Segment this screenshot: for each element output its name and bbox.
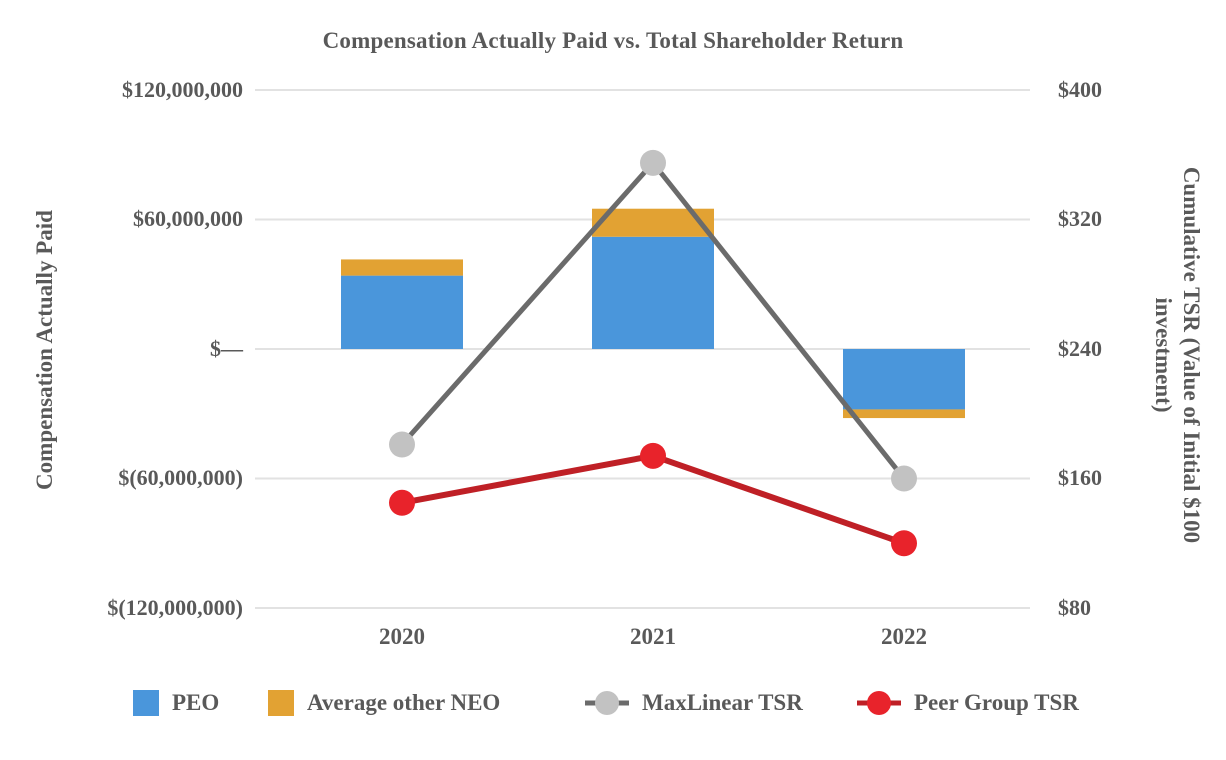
legend-label-peo: PEO <box>172 690 220 715</box>
bar-peo-2020 <box>341 275 463 349</box>
chart-title: Compensation Actually Paid vs. Total Sha… <box>322 28 904 53</box>
left-tick-zero: $— <box>210 336 243 361</box>
left-tick-60m: $60,000,000 <box>133 206 243 231</box>
marker-maxlinear-tsr-2020 <box>389 431 415 458</box>
legend-item-avg-other-neo: Average other NEO <box>268 686 500 720</box>
avg-other-neo-swatch <box>268 690 294 716</box>
marker-maxlinear-tsr-2021 <box>640 149 666 176</box>
maxlinear-tsr-swatch <box>585 691 629 715</box>
line-peer-group-tsr <box>401 452 905 547</box>
bar-peo-2021 <box>592 236 714 349</box>
right-tick-240: $240 <box>1058 336 1102 361</box>
legend-item-maxlinear-tsr: MaxLinear TSR <box>585 686 803 720</box>
legend-label-maxlinear-tsr: MaxLinear TSR <box>642 690 803 715</box>
right-tick-400: $400 <box>1058 77 1102 102</box>
left-tick-120m: $120,000,000 <box>122 77 243 102</box>
bar-peo-2022 <box>843 349 965 410</box>
x-label-2021: 2021 <box>630 624 676 649</box>
peo-swatch <box>133 690 159 716</box>
peer-group-tsr-swatch <box>857 691 901 715</box>
marker-maxlinear-tsr-2022 <box>891 465 917 492</box>
right-tick-160: $160 <box>1058 465 1102 490</box>
x-label-2022: 2022 <box>881 624 927 649</box>
left-tick-neg60m: $(60,000,000) <box>118 465 243 490</box>
right-tick-320: $320 <box>1058 206 1102 231</box>
legend-item-peer-group-tsr: Peer Group TSR <box>857 686 1079 720</box>
bar-average-other-neo-2020 <box>341 259 463 276</box>
maxlinear-tsr-swatch-marker <box>595 691 619 715</box>
x-label-2020: 2020 <box>379 624 425 649</box>
bar-average-other-neo-2022 <box>843 409 965 419</box>
legend-item-peo: PEO <box>133 686 219 720</box>
peer-group-tsr-swatch-marker <box>867 691 891 715</box>
marker-peer-group-tsr-2021 <box>640 442 666 469</box>
marker-peer-group-tsr-2020 <box>389 489 415 516</box>
left-tick-neg120m: $(120,000,000) <box>107 595 243 620</box>
marker-peer-group-tsr-2022 <box>891 530 917 557</box>
legend-label-peer-group-tsr: Peer Group TSR <box>914 690 1079 715</box>
right-tick-80: $80 <box>1058 595 1091 620</box>
legend-label-avg-other-neo: Average other NEO <box>307 690 501 715</box>
